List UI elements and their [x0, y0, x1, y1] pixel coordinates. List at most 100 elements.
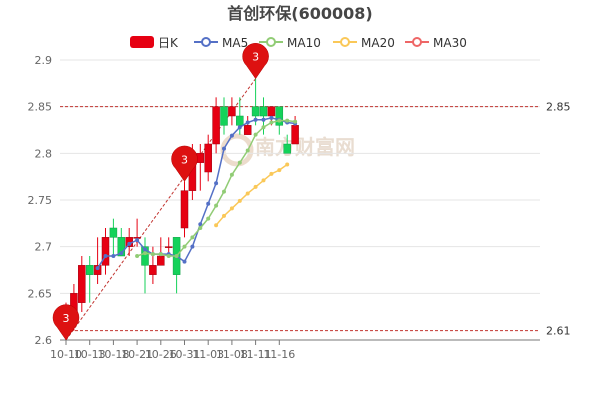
candle-body [291, 125, 299, 145]
ma20-point [277, 168, 282, 173]
ma10-point [190, 235, 195, 240]
legend-label-ma20: MA20 [361, 36, 395, 50]
ma10-point [182, 244, 187, 249]
grid-lines [60, 59, 540, 341]
legend-ma5-dot [201, 37, 211, 47]
x-tick-label: 10-31 [169, 348, 201, 361]
x-tick-label: 10-18 [97, 348, 129, 361]
chart-title: 首创环保(600008) [227, 4, 372, 23]
candle-body [275, 106, 284, 126]
ma5-point [237, 125, 242, 130]
ma10-point [261, 125, 266, 130]
ma20-point [285, 162, 290, 167]
ma10-point [253, 132, 258, 137]
ma10-point [222, 189, 226, 194]
candle-body [267, 106, 276, 117]
x-tick-label: 10-13 [74, 348, 106, 361]
ma20-point [261, 178, 266, 183]
x-axis: 10-1010-1310-1810-2110-2610-3111-0311-08… [50, 340, 295, 361]
ma10-point [198, 226, 203, 230]
x-tick-label: 10-10 [50, 348, 82, 361]
ma10-point [135, 254, 140, 258]
marker-label: 3 [63, 312, 70, 325]
ma10-point [214, 203, 219, 208]
candle-body [283, 143, 291, 154]
legend[interactable]: 日K MA5 MA10 MA20 MA30 [130, 36, 467, 50]
marker-pin [52, 304, 80, 341]
ma5-point [261, 117, 266, 122]
ma5-point [135, 238, 140, 243]
candle-body [196, 153, 205, 163]
x-tick-label: 11-03 [192, 348, 224, 361]
peak-markers: 3 3 3 [52, 43, 269, 341]
trend-line [65, 78, 257, 341]
ma10-point [150, 252, 155, 257]
y-tick-label: 2.85 [28, 101, 53, 114]
ma20-line [215, 163, 288, 226]
marker-pin [171, 145, 198, 182]
candle-body [212, 106, 220, 145]
ma5-point [143, 247, 147, 252]
candle-body [204, 143, 212, 173]
candle-body [180, 190, 189, 229]
ma5-point [229, 133, 234, 138]
moving-average-series [95, 115, 298, 271]
ma5-point [222, 146, 226, 151]
ma5-point [119, 251, 124, 256]
ma10-point [166, 254, 171, 258]
ma20-point [222, 213, 226, 218]
ma10-point [174, 254, 179, 258]
ma10-point [293, 119, 298, 124]
x-tick-label: 10-26 [145, 348, 177, 361]
candle-body [259, 106, 268, 117]
reference-line-label: 2.85 [546, 101, 571, 114]
marker-pin [242, 43, 269, 80]
ma10-point [158, 252, 163, 257]
legend-item-ma30[interactable]: MA30 [405, 36, 467, 50]
ma5-point [245, 120, 250, 125]
ma10-point [269, 120, 274, 125]
ma5-point [253, 117, 258, 122]
legend-label-candle: 日K [158, 36, 179, 50]
reference-line-label: 2.61 [546, 325, 571, 338]
ma20-point [229, 206, 234, 211]
legend-item-ma20[interactable]: MA20 [333, 36, 395, 50]
ma20-point [214, 223, 219, 228]
ma5-point [206, 201, 211, 206]
legend-label-ma5: MA5 [222, 36, 248, 50]
candle-body [109, 227, 118, 238]
legend-item-ma5[interactable]: MA5 [194, 36, 248, 50]
ma5-point [103, 254, 108, 258]
ma10-point [237, 160, 242, 165]
candle-body [78, 265, 86, 303]
candle-body [141, 246, 149, 266]
candle-body [220, 106, 228, 126]
ma10-point [206, 216, 211, 221]
legend-ma30-dot [412, 37, 422, 47]
marker-label: 3 [252, 51, 259, 64]
ma10-point [229, 172, 234, 177]
legend-label-ma10: MA10 [287, 36, 321, 50]
x-tick-label: 10-21 [121, 348, 153, 361]
y-tick-label: 2.65 [28, 287, 53, 300]
x-tick-label: 11-11 [240, 348, 272, 361]
ma5-point [269, 115, 274, 120]
legend-ma20-dot [340, 37, 350, 47]
candle-body [164, 246, 173, 248]
legend-candle-swatch [130, 36, 154, 48]
legend-item-ma10[interactable]: MA10 [259, 36, 321, 50]
watermark-text: 南方财富网 [255, 135, 355, 159]
candle-body [101, 237, 110, 266]
ma5-point [95, 266, 100, 271]
ma5-point [111, 254, 116, 258]
candle-body [157, 255, 165, 266]
ma10-point [143, 251, 147, 256]
ma5-point [182, 259, 187, 264]
legend-ma10-dot [266, 37, 276, 47]
ma5-point [214, 181, 219, 186]
x-tick-label: 11-16 [263, 348, 295, 361]
legend-item-candle[interactable]: 日K [130, 36, 179, 50]
y-tick-label: 2.6 [35, 334, 53, 347]
ma20-point [237, 198, 242, 203]
y-tick-label: 2.9 [35, 54, 53, 67]
